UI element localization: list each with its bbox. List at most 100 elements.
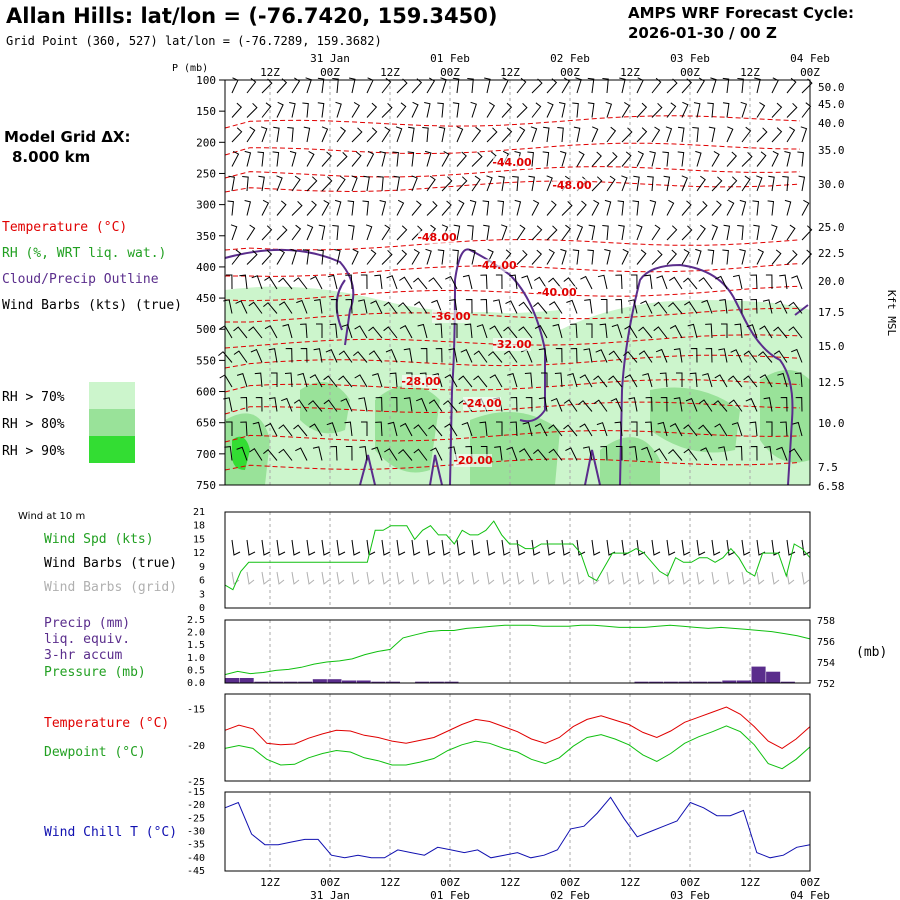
wind-barb (514, 199, 522, 216)
wind-barb (596, 422, 608, 437)
wind-barb (567, 372, 578, 388)
wind-barb (411, 200, 422, 216)
wind-barb-grid (711, 571, 720, 585)
wind-barb (295, 447, 308, 461)
wind-barb-true (246, 539, 256, 556)
wind-barb (557, 127, 564, 143)
wind-barb-grid (381, 571, 390, 585)
wind-barb (653, 326, 668, 339)
precip-bar (312, 679, 327, 683)
wind-barb-grid (471, 571, 480, 585)
wind-barb (750, 445, 758, 461)
temperature-contour-line (224, 180, 801, 193)
wind-barb (791, 275, 803, 290)
precip-bar (298, 681, 313, 683)
wind-barb (486, 127, 498, 143)
wind-barb (374, 274, 383, 290)
wind-barb (379, 200, 387, 216)
pressure-tick-label: 200 (196, 136, 216, 149)
wind-barb (554, 372, 563, 388)
legend-temperature-2m: Temperature (°C) (44, 716, 169, 731)
wind-barb (707, 249, 715, 265)
wind-barb (278, 448, 293, 461)
bottom-tick-label: 00Z (800, 876, 820, 889)
wind-barb (668, 448, 683, 461)
precip-tick-label: 0.0 (187, 678, 205, 689)
wind-barb (621, 175, 628, 192)
wind-barb (264, 422, 278, 437)
bottom-tick-label: 12Z (380, 876, 400, 889)
wind-barb (393, 175, 400, 192)
wind-barb-true (321, 539, 331, 556)
wind-barb (651, 102, 663, 118)
bottom-tick-label: 12Z (620, 876, 640, 889)
wind-barb (722, 77, 730, 94)
wind-barb (740, 101, 748, 118)
wind-barb (737, 78, 744, 94)
wind-barb (662, 151, 669, 167)
temperature-contour-label: -44.00 (492, 156, 532, 169)
wind-barb (801, 199, 810, 216)
wind-barb (251, 275, 263, 290)
wind-barb (681, 248, 690, 265)
wind-barb (318, 224, 326, 241)
wind-barb (528, 175, 535, 192)
wind-barb (312, 446, 323, 461)
temperature-dewpoint-panel: -15 -20 -25 (187, 693, 811, 788)
wind-barb (800, 126, 808, 143)
wind-barb (379, 151, 387, 167)
wind-barb (281, 397, 293, 412)
top-tick-label: 00Z (440, 66, 460, 79)
wind-barb (745, 398, 758, 412)
wind-barb (494, 446, 503, 461)
model-grid-label: Model Grid ΔX: (4, 128, 131, 146)
wind-barb (546, 175, 553, 192)
wind-barb (692, 127, 699, 143)
wind-barb (231, 249, 242, 265)
wind-barb (276, 101, 284, 118)
wind-barb (651, 126, 661, 143)
height-tick-label: 20.0 (818, 275, 845, 288)
wind-panel-title: Wind at 10 m (18, 511, 85, 522)
wind-barb (588, 224, 596, 241)
wind-barb (272, 151, 280, 167)
bottom-tick-label: 12Z (260, 876, 280, 889)
wind-barb (458, 375, 473, 388)
precip-bar (385, 681, 400, 683)
wind-barb (432, 372, 443, 388)
wind-barb (726, 126, 734, 143)
wind-barb-grid (531, 571, 540, 585)
wind-barb (677, 151, 685, 167)
wind-barb (261, 225, 273, 241)
wind-barb (591, 126, 599, 143)
wind-barb (313, 348, 323, 363)
wind-barb (231, 127, 243, 143)
wind-barb (786, 126, 796, 143)
temperature-label-bg (463, 397, 501, 410)
temperature-contour-label: -40.00 (537, 286, 577, 299)
temperature-contour-line (224, 458, 801, 471)
temperature-label-bg (454, 454, 492, 467)
bottom-date-labels: 31 Jan 01 Feb 02 Feb 03 Feb 04 Feb (310, 889, 830, 900)
wind-barb (399, 422, 413, 437)
wind-barb (708, 126, 716, 143)
wind-barb (608, 375, 623, 388)
precip-bar (371, 681, 386, 683)
wind-barb (705, 347, 713, 363)
wind-barb (437, 102, 444, 118)
temperature-contour-label: -20.00 (453, 454, 493, 467)
wind-barb (600, 299, 608, 314)
wind-barb (593, 399, 608, 412)
wind-barb (252, 421, 263, 437)
wind-barb (363, 175, 370, 192)
wind-barb (775, 300, 788, 314)
wind-barb (444, 423, 458, 437)
wind-barb (381, 224, 391, 241)
wind-barb (754, 77, 761, 94)
wind-barb (497, 200, 505, 216)
wind-barb (516, 102, 528, 118)
wind-barb-grid (516, 571, 525, 585)
wind-speed-line (224, 520, 811, 591)
height-tick-label: 45.0 (818, 98, 845, 111)
wind-barb (560, 248, 567, 265)
